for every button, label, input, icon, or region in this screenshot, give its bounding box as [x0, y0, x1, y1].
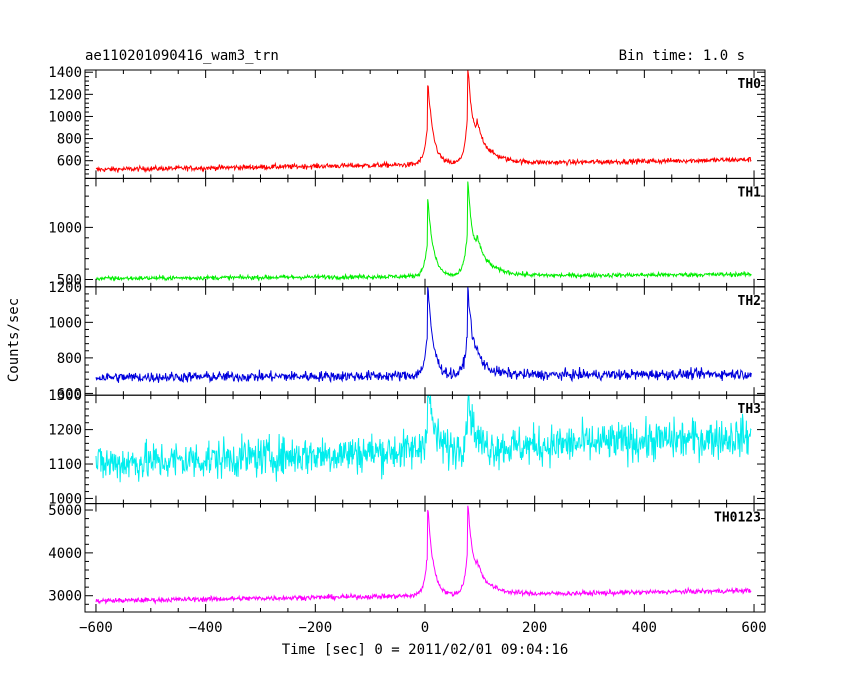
x-tick-label: 400 [632, 620, 657, 636]
y-tick-label-th0: 1400 [48, 65, 82, 81]
series-line-th3 [95, 394, 752, 483]
y-tick-label-th2: 800 [57, 351, 82, 367]
y-tick-label-th3: 1000 [48, 491, 82, 507]
y-tick-label-th2: 1000 [48, 315, 82, 331]
y-tick-label-th1: 1000 [48, 220, 82, 236]
y-tick-label-th0123: 4000 [48, 546, 82, 562]
panel-label-th3: TH3 [738, 402, 761, 417]
panel-label-th1: TH1 [738, 185, 762, 200]
panel-label-th0: TH0 [738, 77, 762, 92]
y-tick-label-th0: 800 [57, 132, 82, 148]
y-tick-label-th0: 1200 [48, 87, 82, 103]
series-line-th0 [95, 69, 752, 173]
y-tick-label-th3: 1200 [48, 423, 82, 439]
series-line-th2 [95, 286, 752, 384]
y-tick-label-th0: 600 [57, 154, 82, 170]
x-tick-label: 0 [421, 620, 429, 636]
chart-title: ae110201090416_wam3_trn [85, 48, 279, 64]
panel-label-th0123: TH0123 [714, 511, 761, 526]
y-axis-title: Counts/sec [6, 298, 22, 382]
y-tick-label-th2: 600 [57, 386, 82, 402]
series-line-th0123 [95, 505, 752, 605]
y-tick-label-th3: 1300 [48, 388, 82, 404]
panel-label-th2: TH2 [738, 294, 761, 309]
x-tick-label: −600 [79, 620, 113, 636]
x-tick-label: 200 [522, 620, 547, 636]
y-tick-label-th3: 1100 [48, 457, 82, 473]
panel-frame-th0 [84, 69, 766, 179]
bin-time-label: Bin time: 1.0 s [619, 48, 745, 64]
panels-group: 600 800 1000 1200 1400 TH0 500 1000 TH1 600 800 100… [48, 65, 766, 636]
y-tick-label-th0123: 3000 [48, 589, 82, 605]
panel-frame-th1 [84, 177, 766, 288]
series-line-th1 [95, 181, 752, 282]
y-tick-label-th0: 1000 [48, 109, 82, 125]
panel-frame-th0123 [84, 503, 766, 613]
x-tick-label: 600 [741, 620, 766, 636]
y-tick-label-th1: 500 [57, 273, 82, 289]
y-tick-label-th2: 1200 [48, 280, 82, 296]
x-tick-label: −200 [298, 620, 332, 636]
y-tick-label-th0123: 5000 [48, 503, 82, 519]
x-axis-title: Time [sec] 0 = 2011/02/01 09:04:16 [282, 642, 569, 658]
x-tick-label: −400 [189, 620, 223, 636]
